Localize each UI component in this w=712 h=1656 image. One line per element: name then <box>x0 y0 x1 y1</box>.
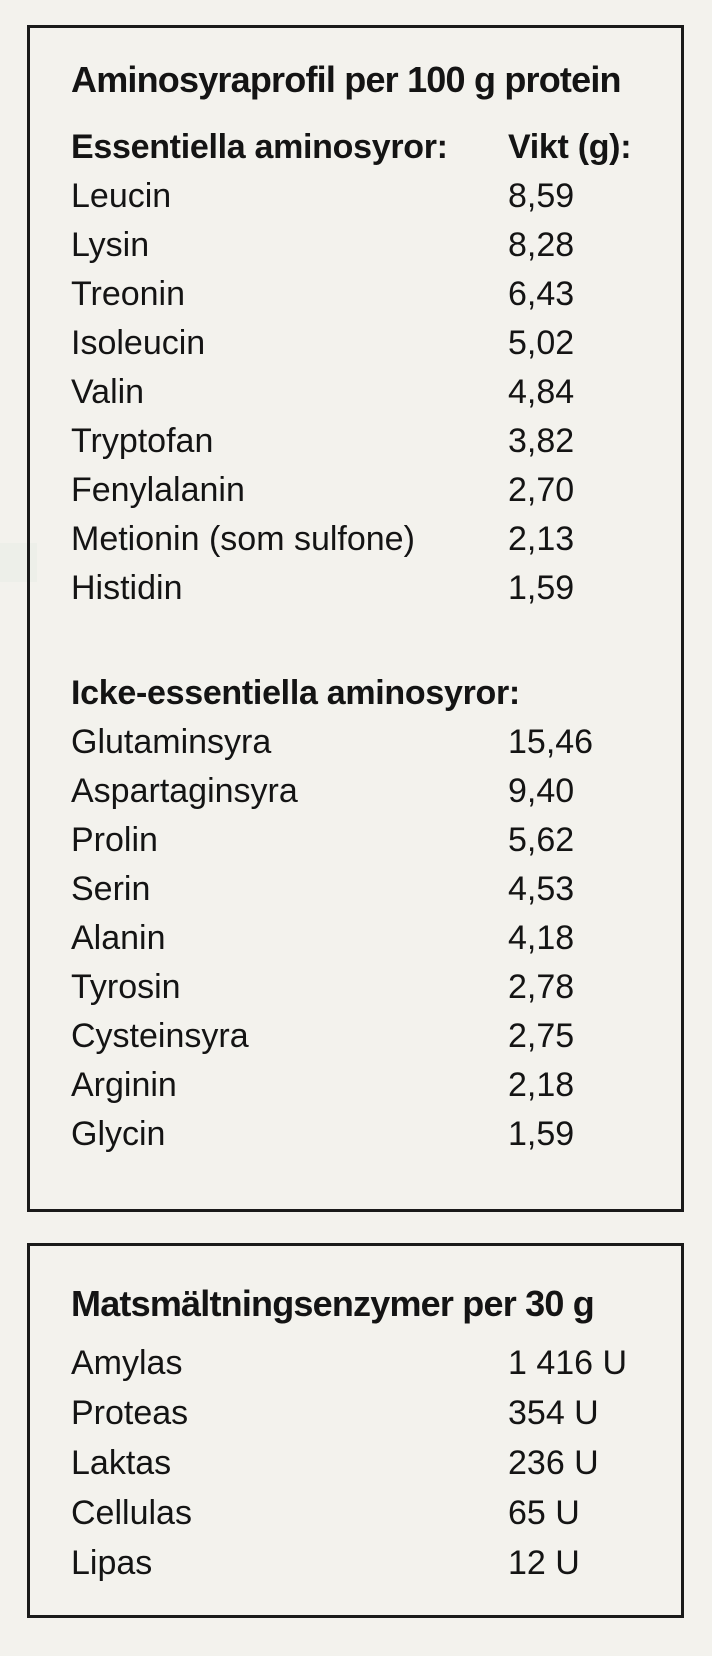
table-row: Serin 4,53 <box>71 864 663 913</box>
amino-value: 2,13 <box>508 519 575 558</box>
amino-value: 9,40 <box>508 771 575 810</box>
table-row: Metionin (som sulfone) 2,13 <box>71 514 663 563</box>
amino-label: Alanin <box>71 918 166 957</box>
amino-value: 4,53 <box>508 869 575 908</box>
amino-label: Fenylalanin <box>71 470 245 509</box>
enzyme-value: 236 U <box>508 1444 599 1482</box>
table-row: Lysin 8,28 <box>71 220 663 269</box>
amino-value: 4,18 <box>508 918 575 957</box>
enzyme-value: 65 U <box>508 1494 580 1532</box>
table-row: Leucin 8,59 <box>71 171 663 220</box>
enzyme-label: Cellulas <box>71 1494 192 1532</box>
amino-label: Prolin <box>71 820 158 859</box>
weight-column-header: Vikt (g): <box>508 127 632 166</box>
amino-label: Treonin <box>71 274 186 313</box>
amino-value: 1,59 <box>508 1114 575 1153</box>
amino-label: Lysin <box>71 225 150 264</box>
table-row: Aspartaginsyra 9,40 <box>71 766 663 815</box>
table-row: Tyrosin 2,78 <box>71 962 663 1011</box>
non-essential-header-row: Icke-essentiella aminosyror: <box>71 668 663 717</box>
amino-value: 5,62 <box>508 820 575 859</box>
table-row: Treonin 6,43 <box>71 269 663 318</box>
essential-header-label: Essentiella aminosyror: <box>71 127 448 166</box>
amino-panel-title: Aminosyraprofil per 100 g protein <box>71 59 622 100</box>
enzyme-label: Lipas <box>71 1544 153 1582</box>
amino-label: Serin <box>71 869 151 908</box>
amino-value: 15,46 <box>508 722 594 761</box>
amino-label: Metionin (som sulfone) <box>71 519 415 558</box>
enzyme-label: Proteas <box>71 1394 189 1432</box>
amino-label: Cysteinsyra <box>71 1016 249 1055</box>
amino-label: Isoleucin <box>71 323 206 362</box>
amino-label: Tyrosin <box>71 967 181 1006</box>
table-row: Valin 4,84 <box>71 367 663 416</box>
amino-label: Histidin <box>71 568 183 607</box>
amino-value: 3,82 <box>508 421 575 460</box>
amino-label: Glutaminsyra <box>71 722 272 761</box>
table-row: Alanin 4,18 <box>71 913 663 962</box>
amino-value: 4,84 <box>508 372 575 411</box>
amino-label: Aspartaginsyra <box>71 771 298 810</box>
table-row: Cellulas 65 U <box>71 1488 663 1538</box>
enzyme-panel: Matsmältningsenzymer per 30 g Amylas 1 4… <box>27 1243 684 1618</box>
section-spacer <box>71 612 663 668</box>
amino-value: 2,18 <box>508 1065 575 1104</box>
table-row: Laktas 236 U <box>71 1438 663 1488</box>
enzyme-value: 1 416 U <box>508 1344 628 1382</box>
table-row: Tryptofan 3,82 <box>71 416 663 465</box>
enzyme-value: 12 U <box>508 1544 580 1582</box>
amino-label: Valin <box>71 372 145 411</box>
table-row: Glutaminsyra 15,46 <box>71 717 663 766</box>
amino-value: 5,02 <box>508 323 575 362</box>
table-row: Prolin 5,62 <box>71 815 663 864</box>
enzyme-label: Amylas <box>71 1344 183 1382</box>
table-row: Histidin 1,59 <box>71 563 663 612</box>
table-row: Isoleucin 5,02 <box>71 318 663 367</box>
table-row: Cysteinsyra 2,75 <box>71 1011 663 1060</box>
table-row: Arginin 2,18 <box>71 1060 663 1109</box>
amino-value: 1,59 <box>508 568 575 607</box>
amino-value: 6,43 <box>508 274 575 313</box>
essential-header-row: Essentiella aminosyror: Vikt (g): <box>71 122 663 171</box>
amino-value: 2,75 <box>508 1016 575 1055</box>
amino-value: 8,28 <box>508 225 575 264</box>
table-row: Fenylalanin 2,70 <box>71 465 663 514</box>
amino-label: Leucin <box>71 176 172 215</box>
non-essential-header-label: Icke-essentiella aminosyror: <box>71 673 520 712</box>
enzyme-value: 354 U <box>508 1394 599 1432</box>
amino-acid-panel: Aminosyraprofil per 100 g protein Essent… <box>27 25 684 1212</box>
amino-label: Tryptofan <box>71 421 214 460</box>
amino-label: Arginin <box>71 1065 177 1104</box>
table-row: Proteas 354 U <box>71 1388 663 1438</box>
table-row: Lipas 12 U <box>71 1538 663 1588</box>
amino-label: Glycin <box>71 1114 166 1153</box>
amino-value: 2,78 <box>508 967 575 1006</box>
enzyme-label: Laktas <box>71 1444 172 1482</box>
amino-value: 2,70 <box>508 470 575 509</box>
amino-value: 8,59 <box>508 176 575 215</box>
table-row: Glycin 1,59 <box>71 1109 663 1158</box>
table-row: Amylas 1 416 U <box>71 1338 663 1388</box>
enzyme-panel-title: Matsmältningsenzymer per 30 g <box>71 1283 595 1324</box>
left-edge-artifact <box>0 543 37 582</box>
